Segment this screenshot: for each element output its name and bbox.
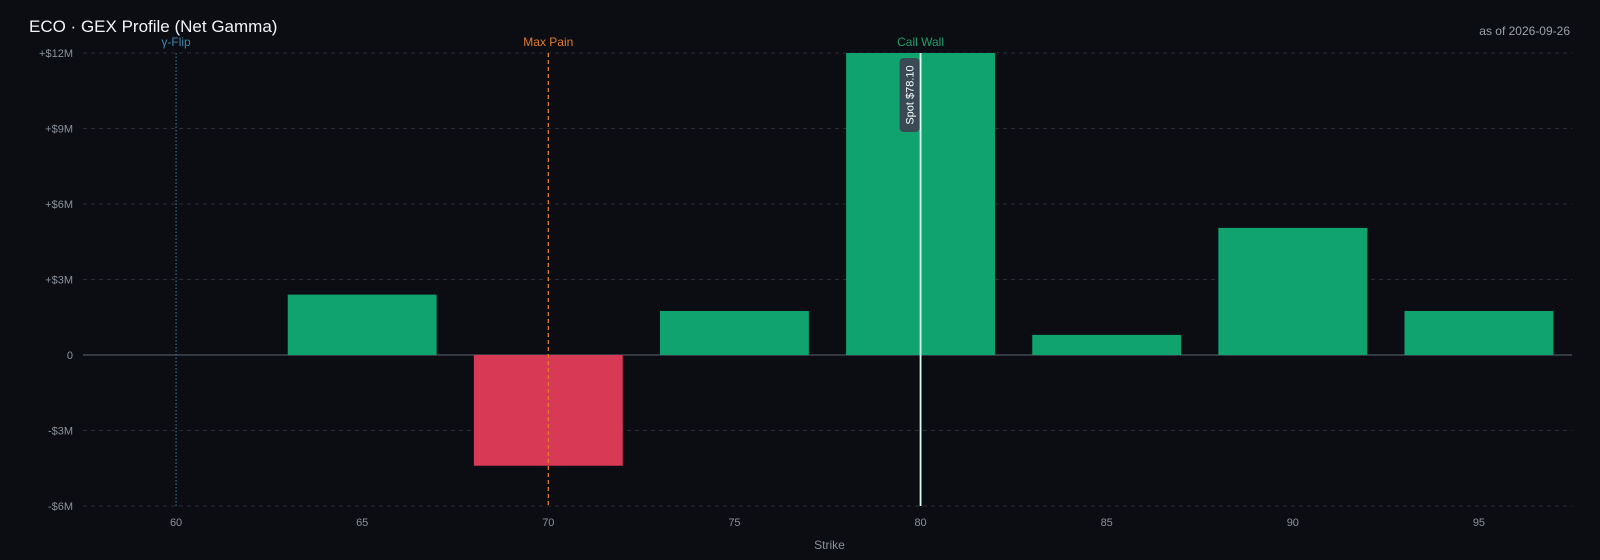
chart-title: ECO · GEX Profile (Net Gamma) [29, 17, 278, 36]
x-tick-label: 65 [356, 517, 368, 529]
markers: γ-Flip Max Pain Call Wall Spot $78.10 [161, 35, 944, 506]
y-tick-label: +$9M [45, 124, 73, 136]
gamma-flip-label: γ-Flip [161, 35, 191, 49]
x-axis-label: Strike [814, 538, 845, 552]
spot-badge-bg [899, 58, 920, 132]
spot-badge: Spot $78.10 [899, 58, 920, 132]
y-tick-label: 0 [67, 350, 73, 362]
grid-lines [83, 52, 1572, 507]
y-axis-ticks: +$12M +$9M +$6M +$3M 0 -$3M -$6M [39, 48, 73, 513]
x-tick-label: 80 [914, 517, 926, 529]
max-pain-label: Max Pain [523, 35, 573, 49]
call-wall-label: Call Wall [897, 35, 944, 49]
bar-positive [1404, 310, 1554, 355]
spot-label: Spot $78.10 [905, 65, 917, 124]
x-tick-label: 85 [1101, 517, 1113, 529]
x-tick-label: 90 [1287, 517, 1299, 529]
y-tick-label: +$12M [39, 48, 73, 60]
y-tick-label: -$3M [48, 426, 73, 438]
bars [287, 53, 1554, 466]
x-tick-label: 70 [542, 517, 554, 529]
as-of-date: as of 2026-09-26 [1479, 24, 1570, 38]
y-tick-label: +$3M [45, 275, 73, 287]
bar-positive [659, 310, 809, 355]
x-axis-ticks: 60 65 70 75 80 85 90 95 [170, 517, 1485, 529]
x-tick-label: 95 [1473, 517, 1485, 529]
bar-positive [287, 294, 437, 355]
x-tick-label: 75 [728, 517, 740, 529]
y-tick-label: +$6M [45, 199, 73, 211]
y-tick-label: -$6M [48, 501, 73, 513]
bar-positive [1218, 227, 1368, 355]
x-tick-label: 60 [170, 517, 182, 529]
bar-positive [1032, 334, 1182, 355]
